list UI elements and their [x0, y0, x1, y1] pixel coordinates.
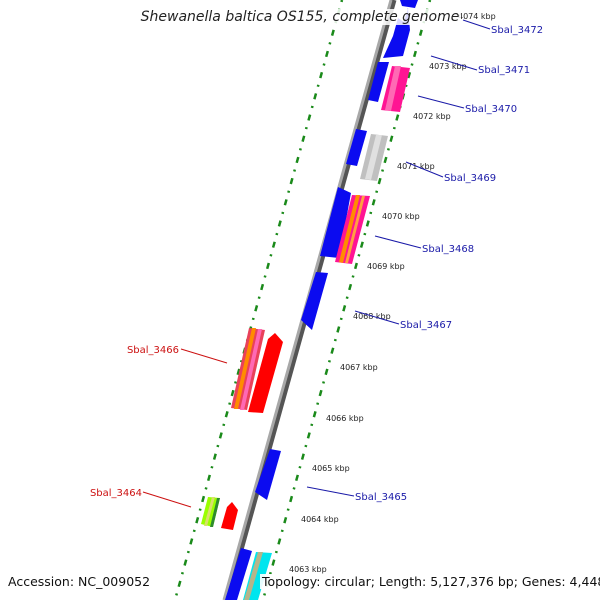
kbp-tick-label: 4072 kbp: [413, 112, 451, 121]
outer-dotted-track: [261, 0, 432, 600]
gene-label-sbal-3464[interactable]: Sbal_3464: [90, 488, 142, 499]
gene-arrow: [383, 8, 410, 58]
gene-label-sbal-3472[interactable]: Sbal_3472: [491, 25, 543, 36]
gene-labels: Sbal_3472 Sbal_3471 Sbal_3470 Sbal_3469 Sbal…: [90, 19, 543, 508]
gene-arrow: [255, 449, 281, 500]
gene-arrow: [248, 333, 283, 413]
gene-arrow: [368, 62, 389, 102]
kbp-tick-label: 4067 kbp: [340, 363, 378, 372]
kbp-tick-label: 4069 kbp: [367, 262, 405, 271]
gene-sbal-3464[interactable]: [201, 497, 238, 530]
kbp-tick-label: 4074 kbp: [458, 12, 496, 21]
gene-arrow: [346, 129, 367, 166]
gene-arrow: [221, 502, 238, 530]
gene-label-sbal-3465[interactable]: Sbal_3465: [355, 492, 407, 503]
gene-stripe: [339, 195, 360, 263]
gene-arrow: [225, 548, 252, 600]
gene-arrow: [400, 0, 418, 8]
gene-label-sbal-3467[interactable]: Sbal_3467: [400, 320, 452, 331]
gene-label-sbal-3468[interactable]: Sbal_3468: [422, 244, 474, 255]
genome-summary: Topology: circular; Length: 5,127,376 bp…: [260, 574, 600, 589]
gene-stripe: [345, 196, 365, 263]
gene-sbal-3468[interactable]: [320, 187, 370, 264]
kbp-tick-label: 4070 kbp: [382, 212, 420, 221]
gene-leader-line: [306, 486, 355, 497]
gene-sbal-3469[interactable]: [346, 129, 388, 181]
gene-label-sbal-3471[interactable]: Sbal_3471: [478, 65, 530, 76]
gene-sbal-3465[interactable]: [255, 449, 281, 500]
gene-label-sbal-3470[interactable]: Sbal_3470: [465, 104, 517, 115]
gene-stripe: [210, 498, 220, 527]
gene-stripe: [244, 552, 263, 600]
gene-stripe: [204, 497, 215, 526]
kbp-tick-label: 4063 kbp: [289, 565, 327, 574]
gene-leader-line: [405, 161, 444, 178]
inner-dotted-track: [173, 0, 344, 600]
gene-arrow: [320, 187, 351, 258]
gene-leader-line: [462, 19, 491, 30]
gene-partial-bottom: [225, 548, 272, 600]
kbp-tick-label: 4065 kbp: [312, 464, 350, 473]
gene-leader-line: [142, 491, 192, 508]
gene-stripe: [385, 66, 401, 111]
kbp-tick-label: 4073 kbp: [429, 62, 467, 71]
gene-sbal-3467[interactable]: [301, 272, 328, 330]
gene-label-sbal-3469[interactable]: Sbal_3469: [444, 173, 496, 184]
gene-leader-line: [374, 235, 422, 249]
gene-stripe: [365, 135, 382, 180]
gene-leader-line: [430, 55, 478, 71]
gene-leader-line: [180, 348, 228, 364]
gene-leader-line: [354, 310, 400, 325]
gene-arrow: [301, 272, 328, 330]
gene-label-sbal-3466[interactable]: Sbal_3466: [127, 345, 179, 356]
gene-stripe: [240, 329, 262, 410]
kbp-tick-label: 4066 kbp: [326, 414, 364, 423]
map-title: Shewanella baltica OS155, complete genom…: [138, 9, 462, 25]
kbp-tick-label: 4064 kbp: [301, 515, 339, 524]
gene-leader-line: [417, 95, 465, 109]
gene-sbal-3471[interactable]: [368, 62, 410, 112]
gene-sbal-3472[interactable]: [383, 0, 418, 58]
gene-sbal-3466[interactable]: [231, 328, 283, 413]
accession-label: Accession: NC_009052: [8, 574, 151, 589]
gene-stripe: [234, 328, 256, 409]
